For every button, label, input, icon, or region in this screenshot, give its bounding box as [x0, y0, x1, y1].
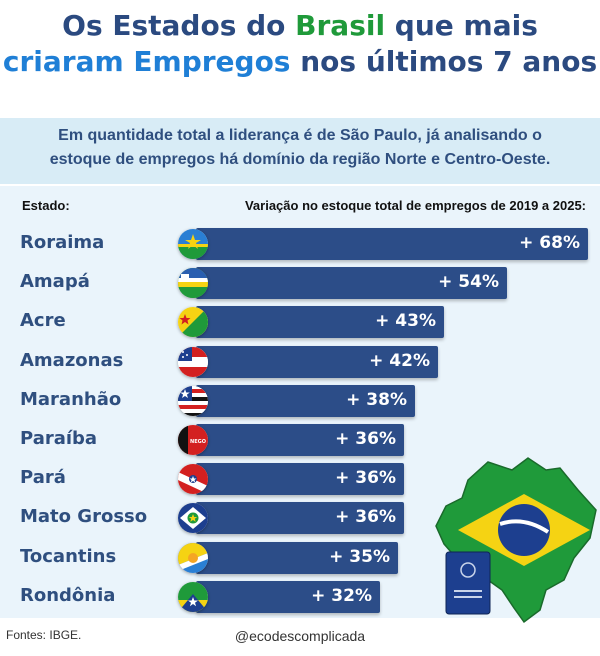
paraiba-flag-icon: NEGO — [178, 425, 208, 455]
bar: + 36% — [196, 424, 404, 456]
chart-row: Roraima + 68% — [0, 228, 600, 262]
bar-value-label: + 36% — [335, 429, 396, 449]
page-title: Os Estados do Brasil que mais criaram Em… — [0, 8, 600, 80]
title-part: Os Estados do — [62, 9, 296, 42]
source-note: Fontes: IBGE. — [6, 628, 82, 642]
author-handle: @ecodescomplicada — [234, 628, 366, 644]
bar-value-label: + 35% — [329, 546, 390, 567]
subtitle-line-2: estoque de empregos há domínio da região… — [49, 151, 551, 168]
bar: + 36% — [196, 463, 404, 496]
para-flag-icon — [178, 464, 208, 495]
bar: + 36% — [196, 502, 404, 535]
maranhao-flag-icon — [178, 385, 208, 416]
chart-row: Mato Grosso + 36% — [0, 502, 600, 536]
title-part: nos últimos 7 anos — [290, 45, 598, 78]
bar: + 42% — [196, 345, 438, 378]
bar-value-label: + 43% — [375, 311, 436, 332]
state-label: Acre — [20, 310, 66, 332]
state-label: Mato Grosso — [20, 506, 148, 528]
title-highlight-brasil: Brasil — [295, 9, 386, 42]
subtitle-line-1: Em quantidade total a liderança é de São… — [58, 127, 542, 144]
chart-row: Acre + 43% — [0, 306, 600, 340]
roraima-flag-icon — [178, 229, 208, 259]
state-label: Tocantins — [20, 545, 117, 567]
svg-text:NEGO: NEGO — [190, 439, 206, 445]
bar: + 32% — [196, 580, 380, 613]
bar-value-label: + 42% — [369, 350, 430, 371]
chart-row: Amapá + 54% — [0, 267, 600, 301]
work-card-icon — [445, 551, 491, 615]
bar-value-label: + 54% — [438, 272, 499, 293]
chart-row: Tocantins + 35% — [0, 541, 600, 576]
bar-value-label: + 36% — [335, 468, 396, 489]
chart-row: Rondônia + 32% — [0, 580, 600, 615]
bar: + 43% — [196, 306, 444, 339]
state-label: Pará — [20, 467, 66, 489]
chart-row: Pará + 36% — [0, 463, 600, 497]
bar: + 35% — [196, 541, 398, 574]
state-label: Amazonas — [20, 349, 124, 371]
bar-value-label: + 32% — [311, 585, 372, 606]
bar-value-label: + 68% — [519, 233, 580, 253]
column-header-variation: Variação no estoque total de empregos de… — [244, 198, 586, 213]
rondonia-flag-icon — [178, 581, 208, 612]
chart-row: Paraíba + 36% NEGO — [0, 424, 600, 458]
brazil-map-illustration — [435, 457, 597, 624]
bar-value-label: + 36% — [335, 507, 396, 528]
bar-chart: Estado: Variação no estoque total de emp… — [0, 186, 600, 618]
state-label: Amapá — [20, 271, 90, 293]
title-highlight-empregos: criaram Empregos — [2, 45, 291, 78]
state-label: Paraíba — [20, 428, 98, 449]
bar-value-label: + 38% — [346, 389, 407, 410]
state-label: Maranhão — [20, 388, 122, 410]
mato-grosso-flag-icon — [178, 503, 208, 534]
chart-row: Maranhão + 38% — [0, 384, 600, 419]
tocantins-flag-icon — [178, 542, 208, 573]
amazonas-flag-icon — [178, 346, 208, 377]
bar: + 54% — [196, 267, 507, 300]
acre-flag-icon — [178, 307, 208, 338]
chart-row: Amazonas + 42% — [0, 345, 600, 380]
column-header-state: Estado: — [22, 198, 70, 213]
state-label: Roraima — [20, 232, 105, 253]
state-label: Rondônia — [20, 584, 116, 606]
subtitle-box: Em quantidade total a liderança é de São… — [0, 118, 600, 184]
title-part: que mais — [385, 9, 538, 42]
bar: + 38% — [196, 384, 415, 417]
amapa-flag-icon — [178, 268, 208, 299]
bar: + 68% — [196, 228, 588, 260]
